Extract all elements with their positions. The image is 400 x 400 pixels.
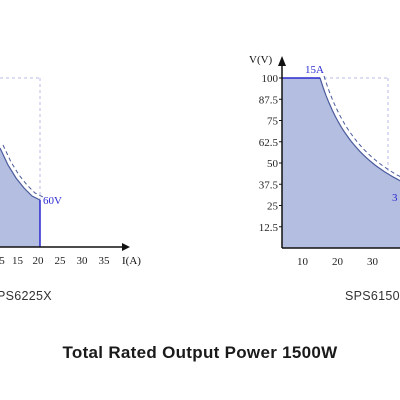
power-limit-dashed-curve xyxy=(2,144,44,198)
model-label-sps6150x: SPS6150 xyxy=(345,289,400,303)
x-axis-arrow xyxy=(122,243,130,251)
x-tick-label: 5 xyxy=(0,255,5,267)
power-limit-dashed-curve xyxy=(323,75,400,178)
x-tick-label: 30 xyxy=(367,256,379,268)
chart-sps6150x: 10087.57562.55037.52512.51020304050V(V)1… xyxy=(249,54,400,268)
x-tick-label: 15 xyxy=(12,255,24,267)
y-axis-label: V(V) xyxy=(249,54,273,66)
operating-area xyxy=(0,148,40,247)
x-tick-label: 25 xyxy=(55,255,67,267)
model-label-sps6225x: PS6225X xyxy=(0,289,52,303)
x-tick-label: 10 xyxy=(297,256,309,268)
y-axis-arrow xyxy=(278,56,286,66)
y-tick-label: 62.5 xyxy=(259,137,279,149)
footer-title: Total Rated Output Power 1500W xyxy=(62,343,338,362)
y-tick-label: 37.5 xyxy=(259,179,279,191)
x-tick-label: 35 xyxy=(99,255,111,267)
x-tick-label: 30 xyxy=(77,255,89,267)
power-limit-curve xyxy=(0,147,41,201)
x-axis-label: I(A) xyxy=(122,255,141,267)
corner-label-current: 15A xyxy=(305,64,324,76)
corner-label-voltage: 60V xyxy=(43,195,62,207)
x-tick-label: 20 xyxy=(332,256,344,268)
corner-label-voltage: 3 xyxy=(392,192,398,204)
y-tick-label: 100 xyxy=(262,73,279,85)
y-tick-label: 75 xyxy=(267,116,279,128)
chart-sps6225x: 5 15 20 25 30 35 I(A) 60V xyxy=(0,77,141,267)
y-tick-label: 50 xyxy=(267,158,279,170)
y-tick-label: 12.5 xyxy=(259,222,279,234)
operating-area xyxy=(282,78,400,248)
power-limit-curve xyxy=(319,77,400,182)
x-tick-label: 20 xyxy=(33,255,45,267)
y-tick-label: 87.5 xyxy=(259,94,279,106)
y-tick-label: 25 xyxy=(267,201,279,213)
